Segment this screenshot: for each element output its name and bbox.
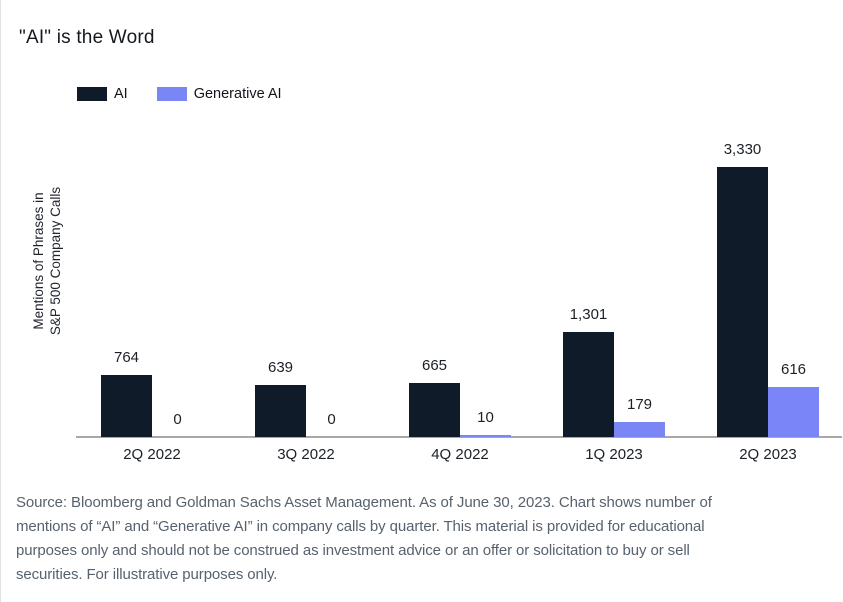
ai-legend-label: AI <box>114 86 128 102</box>
bar-ai-3q-2022 <box>255 385 306 437</box>
footer-line: purposes only and should not be construe… <box>16 542 690 559</box>
footer-line: securities. For illustrative purposes on… <box>16 566 278 583</box>
value-label-generative-ai-3q-2022: 0 <box>327 411 336 428</box>
bar-generative-ai-1q-2023 <box>614 422 665 437</box>
x-tick-label-1q-2023: 1Q 2023 <box>585 446 643 463</box>
x-tick-label-2q-2023: 2Q 2023 <box>739 446 797 463</box>
value-label-ai-3q-2022: 639 <box>267 359 294 376</box>
x-axis-line <box>76 436 842 438</box>
source-disclaimer-text: Source: Bloomberg and Goldman Sachs Asse… <box>16 491 838 587</box>
value-label-generative-ai-2q-2023: 616 <box>780 361 807 378</box>
bar-ai-1q-2023 <box>563 332 614 437</box>
footer-line: mentions of “AI” and “Generative AI” in … <box>16 518 705 535</box>
bar-ai-2q-2022 <box>101 375 152 437</box>
value-label-generative-ai-4q-2022: 10 <box>477 409 494 426</box>
bar-generative-ai-2q-2023 <box>768 387 819 437</box>
bar-ai-4q-2022 <box>409 383 460 437</box>
x-tick-label-3q-2022: 3Q 2022 <box>277 446 335 463</box>
generative-ai-legend-label: Generative AI <box>193 86 282 102</box>
x-tick-label-2q-2022: 2Q 2022 <box>123 446 181 463</box>
value-label-ai-2q-2022: 764 <box>113 349 140 366</box>
value-label-ai-4q-2022: 665 <box>421 357 448 374</box>
generative-ai-legend-swatch-icon <box>156 87 187 101</box>
x-tick-label-4q-2022: 4Q 2022 <box>431 446 489 463</box>
chart-title: "AI" is the Word <box>19 27 155 48</box>
bar-ai-2q-2023 <box>717 167 768 437</box>
value-label-ai-1q-2023: 1,301 <box>569 306 608 323</box>
ai-legend-swatch-icon <box>77 87 107 101</box>
footer-line: Source: Bloomberg and Goldman Sachs Asse… <box>16 494 712 511</box>
value-label-generative-ai-1q-2023: 179 <box>626 396 653 413</box>
chart-legend: AI Generative AI <box>77 86 282 102</box>
value-label-ai-2q-2023: 3,330 <box>723 141 762 158</box>
value-label-generative-ai-2q-2022: 0 <box>173 411 182 428</box>
bar-generative-ai-4q-2022 <box>460 435 511 437</box>
